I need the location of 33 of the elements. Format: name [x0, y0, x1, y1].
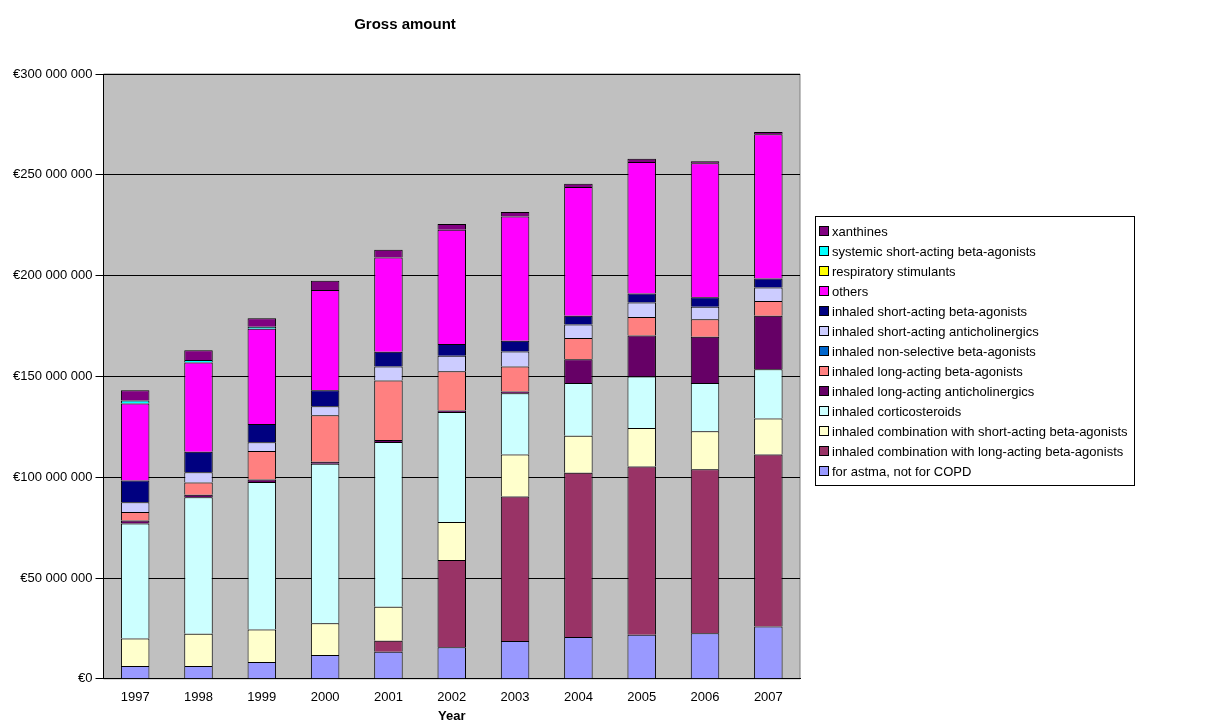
- x-tick-label: 2005: [627, 689, 657, 705]
- legend-label: inhaled combination with short-acting beta-agonists: [832, 423, 1128, 439]
- x-tick-label: 2006: [690, 689, 720, 705]
- y-tick-label: €200 000 000: [12, 267, 93, 283]
- y-tick-label: €50 000 000: [20, 569, 93, 585]
- legend-label: inhaled long-acting anticholinergics: [832, 383, 1035, 399]
- legend-label: inhaled long-acting beta-agonists: [832, 363, 1023, 379]
- y-tick-label: €300 000 000: [12, 65, 93, 81]
- y-tick-label: €150 000 000: [12, 367, 93, 383]
- legend-label: inhaled non-selective beta-agonists: [832, 343, 1036, 359]
- x-tick-label: 2000: [310, 689, 340, 705]
- x-axis-title: Year: [438, 707, 466, 723]
- y-tick-label: €100 000 000: [12, 468, 93, 484]
- legend-label: respiratory stimulants: [832, 263, 956, 279]
- y-tick-label: €0: [78, 670, 93, 686]
- legend-label: inhaled corticosteroids: [832, 403, 962, 419]
- x-tick-label: 2004: [563, 689, 593, 705]
- x-tick-label: 2001: [373, 689, 403, 705]
- legend-label: inhaled combination with long-acting beta-agonists: [832, 443, 1124, 459]
- legend-label: for astma, not for COPD: [832, 463, 972, 479]
- legend-label: others: [832, 283, 869, 299]
- legend-label: inhaled short-acting beta-agonists: [832, 303, 1028, 319]
- x-tick-label: 2002: [437, 689, 467, 705]
- legend-label: inhaled short-acting anticholinergics: [832, 323, 1039, 339]
- x-tick-label: 2003: [500, 689, 530, 705]
- legend-label: xanthines: [832, 223, 888, 239]
- y-tick-label: €250 000 000: [12, 166, 93, 182]
- legend-label: systemic short-acting beta-agonists: [832, 243, 1036, 259]
- x-tick-label: 1998: [184, 689, 213, 705]
- x-tick-label: 1999: [247, 689, 277, 705]
- x-tick-label: 1997: [120, 689, 150, 705]
- x-tick-label: 2007: [753, 689, 783, 705]
- chart-title: Gross amount: [354, 15, 456, 33]
